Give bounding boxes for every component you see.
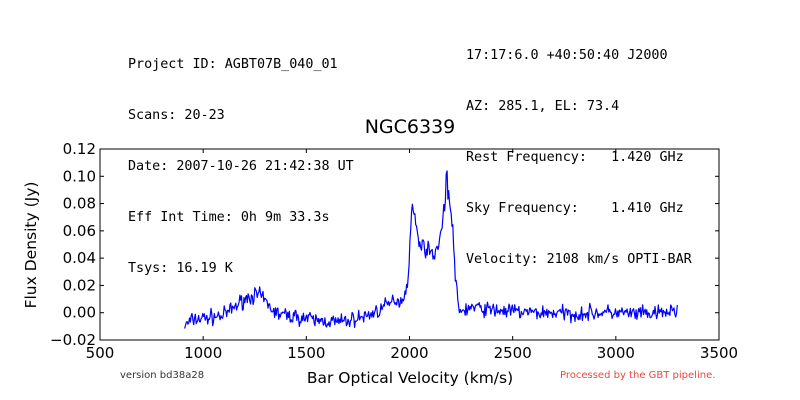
x-axis-label: Bar Optical Velocity (km/s)	[307, 369, 513, 387]
pipeline-credit: Processed by the GBT pipeline.	[560, 370, 716, 381]
coordinates-text: 17:17:6.0 +40:50:40 J2000	[466, 48, 668, 63]
y-tick-label: 0.02	[63, 276, 96, 294]
rest-frequency-text: Rest Frequency: 1.420 GHz	[466, 150, 684, 165]
plot-area	[99, 148, 720, 341]
x-tick-label: 2500	[494, 344, 532, 362]
spectrum-line	[184, 170, 678, 329]
version-label: version bd38a28	[120, 370, 205, 381]
x-tick-label: 500	[86, 344, 115, 362]
project-id-text: Project ID: AGBT07B_040_01	[128, 57, 338, 72]
y-tick-label: 0.06	[63, 222, 96, 240]
velocity-text: Velocity: 2108 km/s OPTI-BAR	[466, 252, 692, 267]
y-tick-label: 0.04	[63, 249, 96, 267]
x-tick-label: 1500	[287, 344, 325, 362]
x-tick-label: 1000	[184, 344, 222, 362]
az-el-text: AZ: 285.1, EL: 73.4	[466, 99, 620, 114]
chart-title: NGC6339	[365, 116, 456, 138]
y-axis-label: Flux Density (Jy)	[22, 182, 40, 309]
x-tick-label: 3000	[597, 344, 635, 362]
y-tick-label: 0.10	[63, 167, 96, 185]
y-tick-label: −0.02	[50, 331, 96, 349]
y-tick-label: 0.12	[63, 140, 96, 158]
date-text: Date: 2007-10-26 21:42:38 UT	[128, 159, 354, 174]
y-tick-label: 0.08	[63, 195, 96, 213]
tsys-text: Tsys: 16.19 K	[128, 261, 233, 276]
eff-int-time-text: Eff Int Time: 0h 9m 33.3s	[128, 210, 330, 225]
sky-frequency-text: Sky Frequency: 1.410 GHz	[466, 201, 684, 216]
observation-info-right: 17:17:6.0 +40:50:40 J2000 AZ: 285.1, EL:…	[466, 13, 692, 285]
scans-text: Scans: 20-23	[128, 108, 225, 123]
y-tick-label: 0.00	[63, 304, 96, 322]
x-tick-label: 3500	[700, 344, 738, 362]
axis-ticks: 500 1000 1500 2000 2500 3000 3500 −0.02 0.00 0.02…	[50, 140, 738, 362]
x-tick-label: 2000	[390, 344, 428, 362]
observation-info-left: Project ID: AGBT07B_040_01 Scans: 20-23 …	[128, 22, 354, 294]
